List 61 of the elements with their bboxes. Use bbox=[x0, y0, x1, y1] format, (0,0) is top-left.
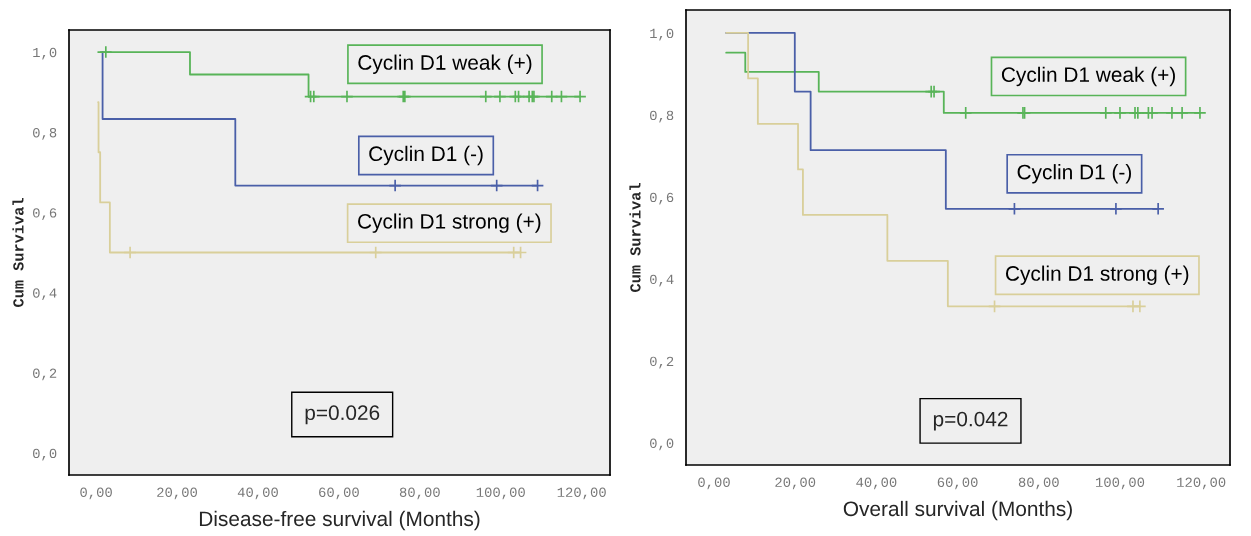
x-tick-label: 100,00 bbox=[1095, 477, 1145, 490]
point bbox=[1151, 202, 1165, 216]
point bbox=[1007, 202, 1022, 216]
y-tick-label: 0,2 bbox=[33, 368, 57, 381]
x-tick-label: 0,00 bbox=[698, 477, 730, 490]
x-tick-label: 0,00 bbox=[80, 487, 112, 500]
y-tick-label: 0,4 bbox=[650, 274, 674, 287]
point bbox=[1133, 299, 1147, 314]
point bbox=[493, 89, 507, 104]
x-tick-label: 120,00 bbox=[1177, 477, 1226, 490]
x-axis-title: Overall survival (Months) bbox=[843, 500, 1072, 521]
series-label: Cyclin D1 weak (+) bbox=[1001, 66, 1175, 87]
point bbox=[1165, 106, 1179, 120]
y-tick-label: 1,0 bbox=[650, 28, 674, 41]
point bbox=[479, 89, 493, 104]
x-tick-label: 60,00 bbox=[937, 477, 978, 490]
y-tick-label: 0,0 bbox=[33, 448, 57, 461]
series-label: Cyclin D1 strong (+) bbox=[358, 213, 541, 233]
y-tick-label: 0,4 bbox=[33, 288, 57, 301]
x-tick-label: 20,00 bbox=[775, 477, 816, 490]
y-axis-title: Cum Survival bbox=[12, 198, 24, 307]
x-tick-label: 120,00 bbox=[557, 487, 606, 500]
point bbox=[1113, 106, 1127, 120]
series-label: Cyclin D1 (-) bbox=[1017, 164, 1131, 184]
x-axis-title: Disease-free survival (Months) bbox=[199, 510, 480, 531]
point bbox=[490, 178, 504, 193]
y-tick-label: 0,8 bbox=[33, 127, 57, 140]
point bbox=[530, 178, 545, 193]
point bbox=[511, 89, 526, 104]
series-label: Cyclin D1 (-) bbox=[369, 145, 483, 166]
x-tick-label: 80,00 bbox=[1018, 477, 1059, 490]
point bbox=[959, 106, 973, 120]
annotation: p=0.026 bbox=[305, 405, 380, 425]
annotation: p=0.042 bbox=[933, 411, 1008, 431]
point bbox=[1099, 106, 1113, 120]
y-tick-label: 0,8 bbox=[650, 110, 674, 123]
series-label: Cyclin D1 strong (+) bbox=[1005, 265, 1189, 285]
series-label: Cyclin D1 weak (+) bbox=[358, 54, 532, 74]
point bbox=[340, 89, 354, 104]
point bbox=[307, 89, 321, 104]
point bbox=[987, 299, 1002, 314]
x-tick-label: 60,00 bbox=[319, 487, 359, 500]
y-tick-label: 0,6 bbox=[650, 192, 674, 205]
x-tick-label: 40,00 bbox=[237, 487, 278, 500]
y-tick-label: 0,0 bbox=[650, 438, 674, 451]
y-tick-label: 0,2 bbox=[650, 356, 674, 369]
point bbox=[573, 89, 587, 104]
x-tick-label: 40,00 bbox=[856, 477, 897, 490]
y-tick-label: 0,6 bbox=[33, 208, 57, 220]
point bbox=[123, 245, 137, 260]
x-tick-label: 80,00 bbox=[399, 487, 440, 500]
point bbox=[388, 178, 402, 193]
point bbox=[545, 89, 559, 104]
point bbox=[554, 89, 569, 104]
y-tick-label: 1,0 bbox=[33, 47, 57, 60]
y-axis-title: Cum Survival bbox=[629, 183, 641, 292]
x-tick-label: 100,00 bbox=[476, 487, 525, 500]
point bbox=[369, 245, 383, 260]
x-tick-label: 20,00 bbox=[157, 487, 198, 500]
point bbox=[1193, 106, 1207, 120]
point bbox=[513, 245, 528, 260]
